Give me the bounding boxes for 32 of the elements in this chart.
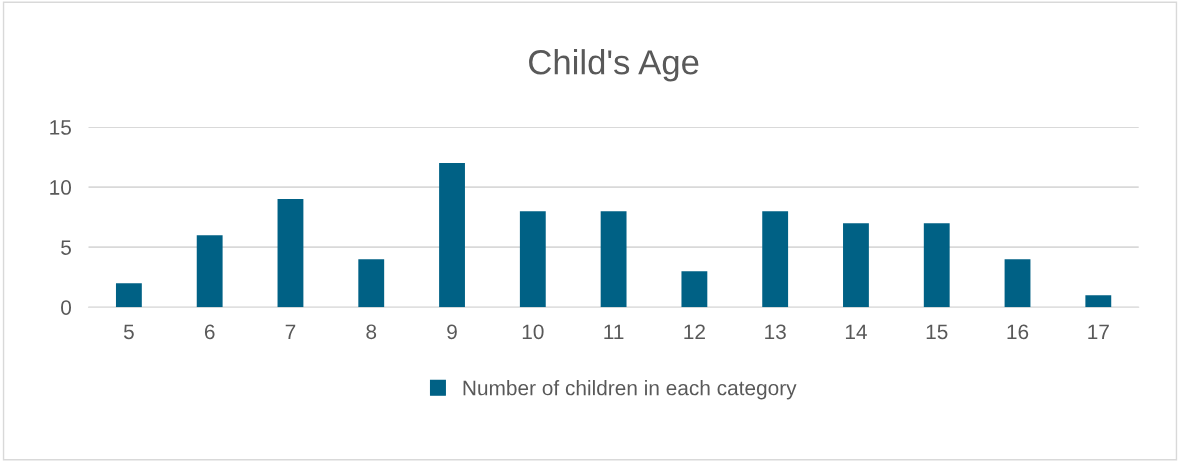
x-tick-label: 16	[1007, 324, 1029, 340]
x-tick-label: 13	[765, 324, 786, 340]
bar	[519, 211, 546, 308]
bar	[1085, 295, 1112, 308]
chart-title: Child's Age	[529, 49, 699, 82]
bar	[1004, 259, 1031, 308]
bar	[277, 199, 304, 308]
x-tick-label: 15	[926, 324, 948, 340]
bar	[923, 223, 950, 308]
x-tick-label: 5	[123, 324, 134, 340]
x-tick-label: 6	[204, 324, 215, 340]
y-tick-label: 5	[61, 240, 71, 255]
y-tick-label: 0	[61, 300, 72, 315]
y-tick-label: 15	[50, 120, 71, 135]
bar	[439, 163, 465, 308]
bar	[196, 235, 223, 308]
bar	[115, 283, 142, 308]
bar	[600, 211, 627, 308]
x-tick-label: 12	[684, 324, 705, 339]
x-tick-label: 7	[285, 324, 296, 339]
x-tick-label: 17	[1088, 324, 1109, 339]
bar	[762, 211, 789, 308]
y-tick-label: 10	[50, 180, 72, 195]
x-tick-label: 10	[522, 324, 544, 340]
x-tick-label: 11	[604, 324, 624, 339]
x-tick-label: 14	[845, 324, 867, 339]
x-tick-label: 9	[447, 324, 457, 340]
bar	[843, 223, 869, 308]
bar	[681, 271, 708, 308]
bar	[358, 259, 385, 308]
x-tick-label: 8	[366, 324, 377, 340]
legend-label: Number of children in each category	[463, 380, 797, 400]
